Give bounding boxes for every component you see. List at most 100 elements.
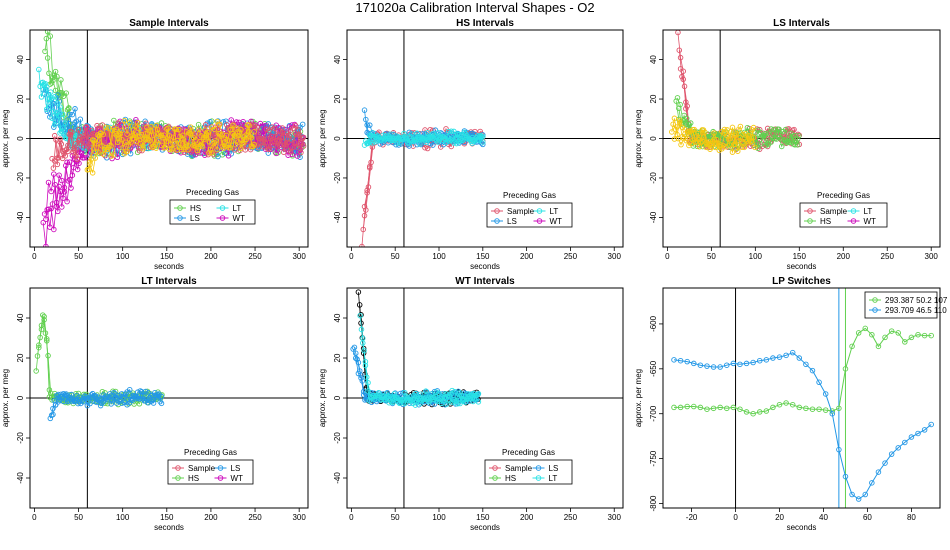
data-point xyxy=(412,390,419,397)
data-point xyxy=(717,404,723,411)
data-point xyxy=(68,391,75,398)
data-point xyxy=(50,165,57,171)
data-point xyxy=(119,127,125,134)
data-point xyxy=(64,198,70,205)
data-point xyxy=(206,138,212,145)
data-point xyxy=(165,125,171,131)
data-point xyxy=(796,404,803,411)
data-point xyxy=(202,122,209,128)
x-tick-label: 100 xyxy=(432,513,446,522)
data-point xyxy=(134,389,141,395)
data-point xyxy=(61,189,68,195)
data-point xyxy=(103,393,109,399)
legend-entry-label: LS xyxy=(231,464,241,473)
legend-entry-label: HS xyxy=(820,217,831,226)
data-point xyxy=(371,396,378,402)
data-point xyxy=(670,121,676,127)
data-point xyxy=(695,130,701,137)
data-point xyxy=(198,150,204,156)
data-point xyxy=(58,391,64,398)
data-point xyxy=(119,391,125,397)
data-point xyxy=(763,130,769,137)
data-point xyxy=(99,400,105,406)
data-point xyxy=(222,139,228,145)
data-point xyxy=(99,388,106,395)
data-point xyxy=(895,330,901,336)
data-point xyxy=(430,394,437,401)
data-point xyxy=(401,130,407,137)
data-point xyxy=(140,392,146,399)
data-point xyxy=(729,124,736,131)
data-point xyxy=(179,132,186,139)
data-point xyxy=(364,122,370,128)
data-point xyxy=(373,393,379,399)
data-point xyxy=(209,149,215,156)
x-tick-label: 20 xyxy=(775,513,784,522)
data-point xyxy=(231,147,238,153)
data-point xyxy=(52,402,59,408)
data-point xyxy=(105,125,112,131)
data-point xyxy=(95,394,101,400)
data-point xyxy=(836,446,842,453)
x-tick-label: 300 xyxy=(608,252,622,261)
data-point xyxy=(763,357,770,363)
data-point xyxy=(422,144,428,151)
data-point xyxy=(243,132,249,138)
legend-entry-label: LT xyxy=(233,204,242,213)
data-point xyxy=(77,116,84,122)
data-point xyxy=(133,138,140,145)
data-point xyxy=(414,130,420,137)
data-point xyxy=(785,126,792,132)
data-point xyxy=(355,359,362,366)
data-point xyxy=(72,119,78,126)
data-point xyxy=(60,390,67,397)
data-point xyxy=(269,133,275,140)
data-point xyxy=(409,397,416,403)
data-point xyxy=(100,392,107,398)
data-point xyxy=(215,153,221,160)
data-point xyxy=(150,143,157,150)
data-point xyxy=(116,131,122,137)
series-293-387-50-2-107 xyxy=(671,325,934,417)
data-point xyxy=(443,135,449,142)
x-tick-label: 200 xyxy=(204,513,218,522)
legend-entry-label: 293.387 50.2 107 xyxy=(885,296,948,305)
chart-panel-4: LT Intervals 0 50 100 150 200 250 300 -40 -20 0 20 4… xyxy=(1,276,309,532)
data-point xyxy=(778,143,785,150)
data-point xyxy=(677,101,683,108)
data-point xyxy=(362,358,369,365)
data-point xyxy=(456,132,462,138)
data-point xyxy=(45,179,52,186)
data-point xyxy=(716,147,723,154)
data-point xyxy=(58,77,64,83)
data-point xyxy=(361,203,368,210)
data-point xyxy=(355,289,362,295)
data-point xyxy=(144,124,150,131)
data-point xyxy=(390,399,396,406)
y-tick-label: -800 xyxy=(649,495,658,512)
data-point xyxy=(822,391,829,397)
data-point xyxy=(54,100,61,106)
data-point xyxy=(449,387,455,394)
data-point xyxy=(203,131,210,137)
data-point xyxy=(122,116,129,123)
plot-frame xyxy=(29,287,309,509)
data-point xyxy=(263,136,270,142)
plot-frame xyxy=(29,29,309,248)
data-point xyxy=(89,170,96,176)
data-point xyxy=(224,137,231,144)
data-point xyxy=(415,396,421,403)
data-point xyxy=(46,95,53,102)
data-point xyxy=(353,350,359,357)
data-point xyxy=(696,144,703,150)
data-point xyxy=(452,388,458,395)
data-point xyxy=(416,140,423,147)
data-point xyxy=(145,390,152,396)
data-point xyxy=(74,393,80,399)
data-point xyxy=(49,201,56,207)
data-point xyxy=(57,139,63,145)
data-point xyxy=(715,132,722,139)
data-point xyxy=(73,153,79,160)
data-point xyxy=(375,390,382,396)
data-point xyxy=(140,143,146,149)
